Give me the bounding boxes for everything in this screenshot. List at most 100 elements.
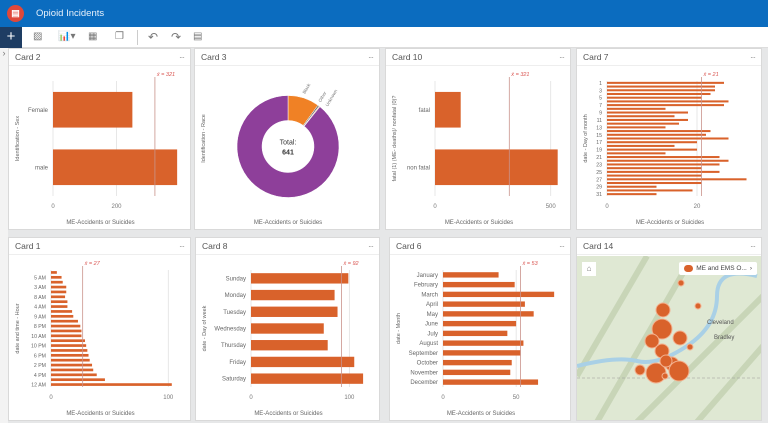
bar[interactable]	[607, 92, 711, 96]
bar[interactable]	[607, 89, 715, 92]
bar[interactable]	[51, 285, 67, 289]
incident-marker[interactable]	[651, 318, 673, 340]
bar[interactable]	[443, 340, 524, 346]
bar[interactable]	[443, 320, 517, 327]
pie-slice[interactable]	[236, 95, 340, 198]
bar[interactable]	[251, 340, 328, 351]
card-menu-button[interactable]: ···	[750, 241, 756, 251]
bar[interactable]	[443, 281, 515, 288]
bar[interactable]	[51, 305, 68, 308]
bar[interactable]	[51, 290, 67, 294]
bar[interactable]	[607, 122, 679, 125]
bar[interactable]	[443, 359, 512, 366]
bar[interactable]	[607, 178, 747, 181]
bar[interactable]	[607, 185, 657, 188]
bar[interactable]	[443, 301, 525, 307]
bar[interactable]	[607, 144, 675, 147]
bar[interactable]	[607, 118, 688, 121]
bar[interactable]	[607, 81, 724, 84]
bar[interactable]	[607, 170, 720, 173]
expand-panel-button[interactable]: ›	[0, 48, 8, 423]
bar[interactable]	[51, 368, 94, 372]
bar[interactable]	[251, 289, 335, 301]
bar[interactable]	[607, 133, 706, 136]
card-menu-button[interactable]: ···	[368, 52, 374, 62]
incident-marker[interactable]	[655, 302, 671, 318]
bar[interactable]	[607, 115, 675, 118]
bar[interactable]	[51, 329, 82, 333]
incident-marker[interactable]	[694, 302, 702, 310]
bar[interactable]	[51, 275, 62, 279]
card-menu-button[interactable]: ···	[559, 52, 565, 62]
bar[interactable]	[443, 311, 534, 317]
card-menu-button[interactable]: ···	[750, 52, 756, 62]
bar[interactable]	[51, 314, 74, 318]
map-icon[interactable]: ▨	[33, 31, 43, 42]
incident-marker[interactable]	[668, 360, 690, 382]
undo-icon[interactable]: ↶	[148, 30, 159, 44]
bar[interactable]	[607, 104, 724, 107]
bar[interactable]	[51, 358, 90, 362]
bar[interactable]	[607, 181, 702, 185]
bar[interactable]	[607, 148, 697, 151]
bar[interactable]	[51, 334, 82, 338]
bar[interactable]	[607, 163, 720, 166]
bar[interactable]	[607, 152, 666, 155]
bar[interactable]	[607, 130, 711, 133]
copy-icon[interactable]: ❐	[115, 31, 124, 42]
incident-marker[interactable]	[661, 372, 669, 380]
bar[interactable]	[443, 350, 521, 356]
grid-layout-icon[interactable]: ▤	[193, 31, 203, 42]
bar[interactable]	[443, 330, 508, 337]
incident-marker[interactable]	[672, 330, 688, 346]
bar[interactable]	[51, 300, 68, 304]
bar[interactable]	[607, 189, 693, 192]
bar[interactable]	[53, 149, 178, 186]
bar[interactable]	[51, 378, 105, 382]
card-menu-button[interactable]: ···	[559, 241, 565, 251]
bar[interactable]	[607, 167, 702, 170]
bar[interactable]	[51, 344, 87, 347]
map-view[interactable]: Cleveland Bradley ⌂ ME and EMS O... ›	[577, 256, 761, 420]
bar[interactable]	[607, 141, 697, 144]
bar[interactable]	[607, 111, 688, 114]
bar[interactable]	[51, 349, 88, 352]
bar[interactable]	[251, 356, 355, 368]
bar[interactable]	[51, 339, 86, 343]
bar[interactable]	[51, 383, 172, 386]
bar[interactable]	[443, 379, 539, 385]
card-menu-button[interactable]: ···	[179, 241, 185, 251]
bar[interactable]	[607, 107, 666, 110]
bar[interactable]	[443, 369, 511, 376]
incident-marker[interactable]	[686, 343, 694, 351]
bar[interactable]	[53, 91, 133, 128]
bar[interactable]	[51, 324, 81, 328]
bar[interactable]	[251, 323, 324, 334]
bar[interactable]	[51, 363, 93, 367]
incident-marker[interactable]	[644, 333, 660, 349]
add-button[interactable]: +	[0, 27, 22, 48]
bar[interactable]	[607, 156, 720, 159]
map-legend[interactable]: ME and EMS O... ›	[679, 262, 757, 275]
redo-icon[interactable]: ↷	[171, 30, 182, 44]
bar[interactable]	[51, 295, 66, 299]
bar[interactable]	[251, 273, 349, 284]
card-menu-button[interactable]: ···	[368, 241, 374, 251]
bar[interactable]	[51, 353, 89, 357]
bar[interactable]	[607, 174, 702, 177]
bar[interactable]	[607, 85, 715, 88]
home-icon[interactable]: ⌂	[582, 262, 596, 276]
table-icon[interactable]: ▦	[88, 31, 98, 42]
bar[interactable]	[607, 100, 729, 103]
bar[interactable]	[51, 271, 57, 274]
bar[interactable]	[607, 193, 657, 196]
incident-marker[interactable]	[634, 364, 646, 376]
bar[interactable]	[51, 319, 78, 323]
bar[interactable]	[443, 272, 499, 278]
bar[interactable]	[443, 291, 555, 298]
bar[interactable]	[607, 126, 666, 129]
bar[interactable]	[607, 137, 729, 140]
bar[interactable]	[435, 149, 558, 186]
incident-marker[interactable]	[659, 354, 673, 368]
bar[interactable]	[51, 373, 97, 377]
